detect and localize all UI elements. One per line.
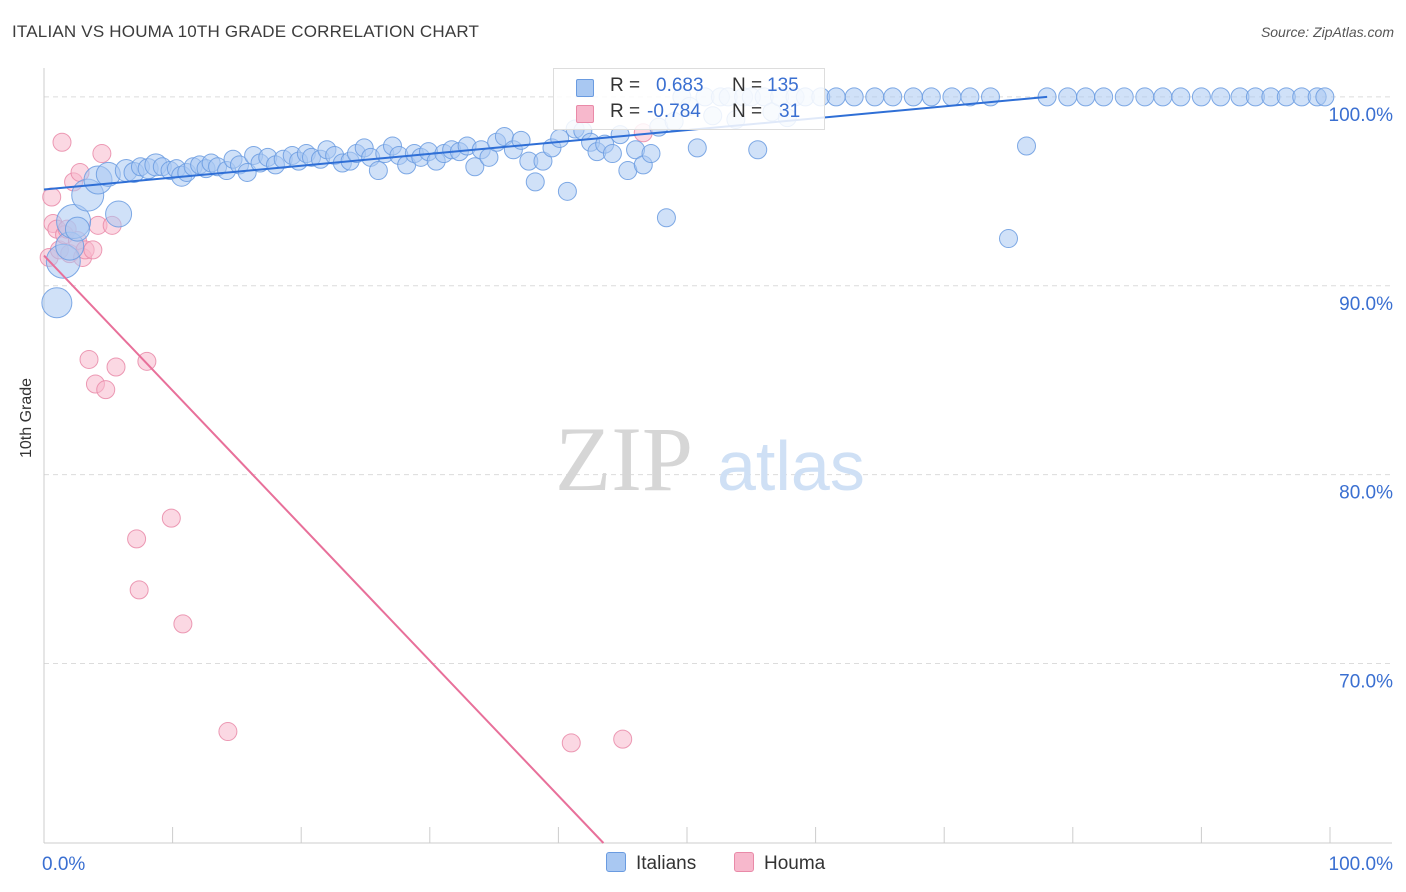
italians-point (883, 87, 903, 107)
italians-point (921, 87, 941, 107)
houma-point (83, 240, 103, 260)
italians-point (41, 287, 73, 319)
stats-legend: R = 0.683 N = 135 R = -0.784 N = 31 (553, 68, 825, 130)
italians-point (105, 200, 133, 228)
italians-point (602, 144, 622, 164)
italians-point (960, 87, 980, 107)
y-tick-label: 80.0% (1339, 483, 1393, 504)
houma-point (161, 508, 181, 528)
italians-n-value: 135 (767, 75, 799, 96)
houma-point (218, 722, 238, 742)
x-tick-label-min: 0.0% (42, 854, 85, 875)
italians-point (1094, 87, 1114, 107)
italians-point (1135, 87, 1155, 107)
italians-point (1114, 87, 1134, 107)
italians-legend-swatch (606, 852, 626, 872)
trendlines (43, 95, 1048, 844)
stats-row-houma: R = -0.784 N = 31 (554, 101, 824, 127)
houma-legend-label: Houma (764, 853, 826, 874)
legend-item-italians[interactable]: Italians (606, 852, 696, 875)
houma-point (106, 357, 126, 377)
houma-point (42, 187, 62, 207)
italians-point (533, 151, 553, 171)
italians-point (826, 87, 846, 107)
italians-point (942, 87, 962, 107)
houma-point (173, 614, 193, 634)
houma-point (613, 729, 633, 749)
source-credit: Source: ZipAtlas.com (1260, 24, 1394, 40)
houma-r-label: R = (610, 101, 641, 122)
italians-point (865, 87, 885, 107)
italians-point (1315, 87, 1335, 107)
watermark: ZIP atlas (555, 408, 865, 510)
houma-trendline (43, 254, 605, 844)
y-axis-label: 10th Grade (18, 377, 35, 458)
italians-point (1153, 87, 1173, 107)
y-tick-label: 100.0% (1329, 105, 1394, 126)
houma-legend-swatch (734, 852, 754, 872)
italians-point (1211, 87, 1231, 107)
watermark-zip: ZIP (555, 408, 693, 510)
italians-trendline (43, 95, 1048, 191)
chart-title: ITALIAN VS HOUMA 10TH GRADE CORRELATION … (12, 22, 480, 41)
houma-n-label: N = (732, 101, 763, 122)
houma-point (561, 733, 581, 753)
houma-r-value: -0.784 (647, 101, 701, 122)
axis-labels: 70.0% 80.0% 90.0% 100.0% 0.0% 100.0% (42, 105, 1393, 875)
italians-point (550, 128, 570, 148)
houma-n-value: 31 (779, 101, 801, 122)
y-tick-label: 90.0% (1339, 294, 1393, 315)
italians-point (999, 229, 1018, 249)
watermark-atlas: atlas (717, 427, 865, 505)
italians-point (641, 144, 661, 164)
italians-point (1191, 87, 1211, 107)
houma-swatch (576, 105, 594, 123)
italians-r-label: R = (610, 75, 641, 96)
houma-point (96, 380, 116, 400)
italians-point (903, 87, 923, 107)
houma-point (137, 351, 157, 371)
italians-point (1017, 136, 1037, 156)
italians-point (1058, 87, 1078, 107)
italians-r-value: 0.683 (656, 75, 704, 96)
italians-point (368, 161, 388, 181)
houma-point (52, 132, 72, 152)
y-tick-label: 70.0% (1339, 672, 1393, 693)
italians-n-label: N = (732, 75, 763, 96)
italians-point (525, 172, 545, 192)
legend-item-houma[interactable]: Houma (734, 852, 825, 875)
italians-point (1076, 87, 1096, 107)
italians-point (748, 140, 768, 160)
italians-swatch (576, 79, 594, 97)
italians-point (844, 87, 864, 107)
stats-row-italians: R = 0.683 N = 135 (554, 75, 824, 101)
italians-point (465, 157, 485, 177)
italians-point (64, 216, 90, 242)
italians-point (656, 208, 676, 228)
houma-point (92, 144, 112, 164)
italians-point (1171, 87, 1191, 107)
houma-point (79, 349, 99, 369)
x-tick-label-max: 100.0% (1329, 854, 1394, 875)
italians-legend-label: Italians (636, 853, 697, 874)
houma-point (129, 580, 149, 600)
houma-point (127, 529, 147, 549)
italians-point (557, 181, 577, 201)
italians-point (687, 138, 707, 158)
